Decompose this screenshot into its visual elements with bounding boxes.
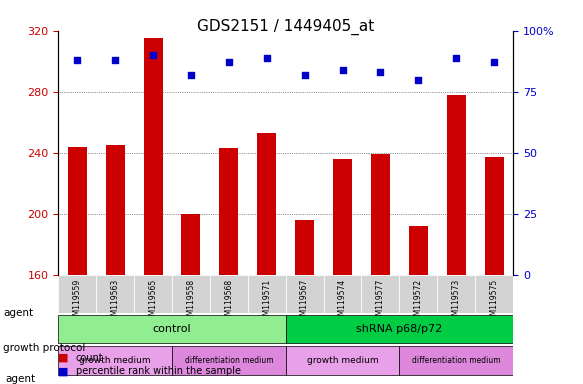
FancyBboxPatch shape bbox=[248, 275, 286, 313]
Text: GSM119574: GSM119574 bbox=[338, 279, 347, 325]
Point bbox=[72, 57, 82, 63]
Text: ■: ■ bbox=[58, 353, 69, 363]
Bar bbox=[143, 38, 163, 275]
Text: GSM119563: GSM119563 bbox=[111, 279, 120, 325]
Point bbox=[375, 69, 385, 75]
FancyBboxPatch shape bbox=[58, 346, 172, 375]
FancyBboxPatch shape bbox=[96, 275, 134, 313]
Text: percentile rank within the sample: percentile rank within the sample bbox=[76, 366, 241, 376]
Text: differentiation medium: differentiation medium bbox=[184, 356, 273, 365]
Text: GSM119571: GSM119571 bbox=[262, 279, 271, 325]
Text: agent: agent bbox=[6, 374, 36, 384]
FancyBboxPatch shape bbox=[58, 275, 96, 313]
Text: GSM119568: GSM119568 bbox=[224, 279, 233, 325]
Bar bbox=[484, 157, 504, 275]
FancyBboxPatch shape bbox=[286, 275, 324, 313]
Point bbox=[187, 72, 196, 78]
FancyBboxPatch shape bbox=[399, 275, 437, 313]
Text: GSM119558: GSM119558 bbox=[187, 279, 195, 325]
Point bbox=[224, 60, 233, 66]
Text: GSM119573: GSM119573 bbox=[452, 279, 461, 325]
FancyBboxPatch shape bbox=[134, 275, 172, 313]
Text: GSM119565: GSM119565 bbox=[149, 279, 157, 325]
Text: growth protocol: growth protocol bbox=[3, 343, 85, 353]
Text: ■: ■ bbox=[58, 366, 69, 376]
Bar bbox=[68, 147, 87, 275]
Text: GSM119572: GSM119572 bbox=[414, 279, 423, 325]
FancyBboxPatch shape bbox=[58, 315, 286, 343]
Point bbox=[300, 72, 309, 78]
Text: control: control bbox=[153, 324, 191, 334]
Bar bbox=[371, 154, 390, 275]
Text: GSM119577: GSM119577 bbox=[376, 279, 385, 325]
FancyBboxPatch shape bbox=[475, 275, 513, 313]
Bar bbox=[106, 145, 125, 275]
FancyBboxPatch shape bbox=[286, 346, 399, 375]
Bar bbox=[295, 220, 314, 275]
Text: shRNA p68/p72: shRNA p68/p72 bbox=[356, 324, 442, 334]
Point bbox=[262, 55, 271, 61]
Text: GSM119575: GSM119575 bbox=[490, 279, 498, 325]
FancyBboxPatch shape bbox=[172, 346, 286, 375]
Point bbox=[413, 76, 423, 83]
Bar bbox=[447, 95, 466, 275]
Bar bbox=[257, 133, 276, 275]
Point bbox=[110, 57, 120, 63]
Text: differentiation medium: differentiation medium bbox=[412, 356, 501, 365]
Point bbox=[338, 67, 347, 73]
Text: count: count bbox=[76, 353, 103, 363]
FancyBboxPatch shape bbox=[210, 275, 248, 313]
FancyBboxPatch shape bbox=[399, 346, 513, 375]
Point bbox=[451, 55, 461, 61]
Text: GSM119559: GSM119559 bbox=[73, 279, 82, 325]
Bar bbox=[219, 148, 238, 275]
FancyBboxPatch shape bbox=[286, 315, 513, 343]
Text: agent: agent bbox=[3, 308, 33, 318]
FancyBboxPatch shape bbox=[437, 275, 475, 313]
Point bbox=[148, 52, 157, 58]
Bar bbox=[333, 159, 352, 275]
Text: growth medium: growth medium bbox=[79, 356, 151, 365]
Bar bbox=[181, 214, 201, 275]
Text: GDS2151 / 1449405_at: GDS2151 / 1449405_at bbox=[197, 19, 374, 35]
Point bbox=[489, 60, 498, 66]
FancyBboxPatch shape bbox=[172, 275, 210, 313]
FancyBboxPatch shape bbox=[361, 275, 399, 313]
Bar bbox=[409, 226, 428, 275]
Text: growth medium: growth medium bbox=[307, 356, 378, 365]
Text: GSM119567: GSM119567 bbox=[300, 279, 309, 325]
FancyBboxPatch shape bbox=[324, 275, 361, 313]
